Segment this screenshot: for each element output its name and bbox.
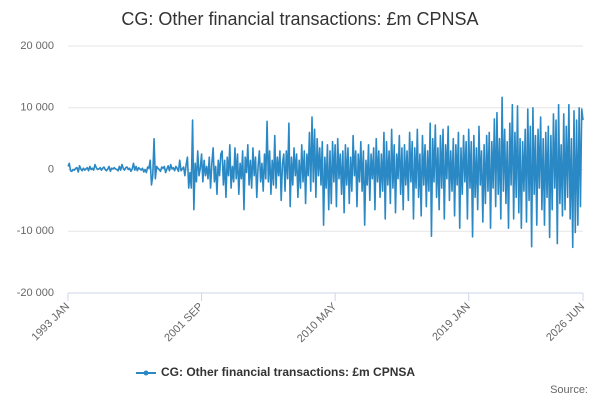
x-tick-label: 1993 JAN xyxy=(30,301,73,344)
y-tick-label: 10 000 xyxy=(20,102,54,114)
y-tick-label: 20 000 xyxy=(20,40,54,52)
data-line xyxy=(67,96,584,249)
x-tick-label: 2010 MAY xyxy=(295,300,340,345)
y-tick-label: 0 xyxy=(48,163,54,175)
y-tick-label: -10 000 xyxy=(17,225,54,237)
x-tick-label: 2019 JAN xyxy=(430,301,473,344)
legend-label: CG: Other financial transactions: £m CPN… xyxy=(161,365,415,379)
chart-title: CG: Other financial transactions: £m CPN… xyxy=(121,9,478,29)
y-tick-label: -20 000 xyxy=(17,287,54,299)
x-tick-label: 2001 SEP xyxy=(162,301,206,345)
legend-marker xyxy=(143,370,149,376)
source: Source: xyxy=(550,384,588,396)
x-tick-label: 2026 JUN xyxy=(544,301,587,344)
